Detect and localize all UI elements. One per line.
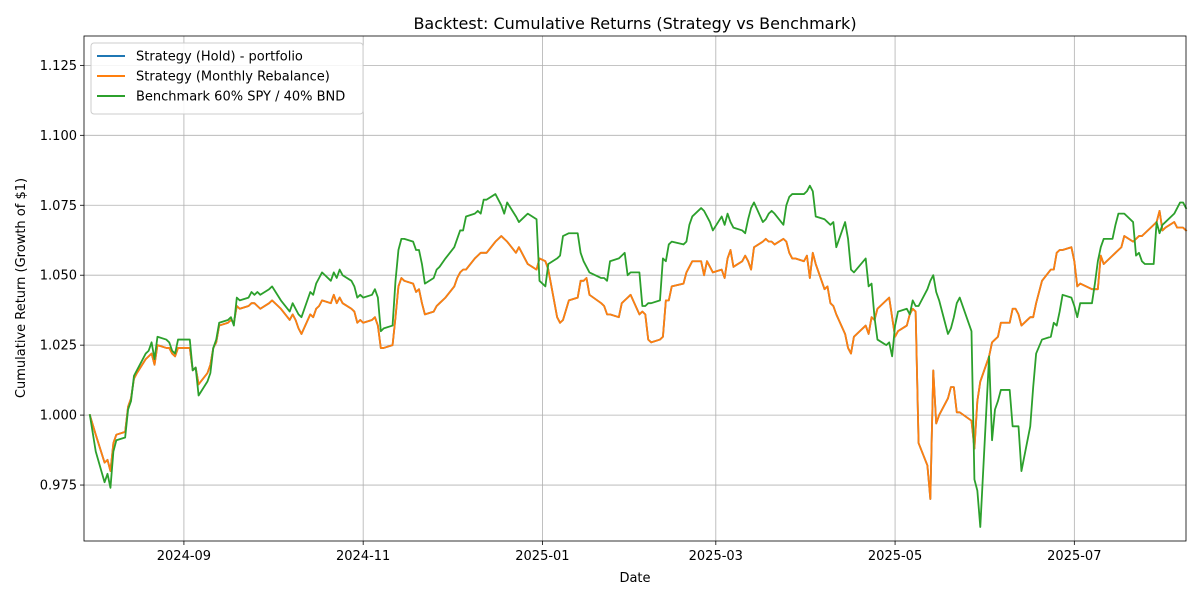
x-tick-label: 2025-07: [1047, 549, 1101, 564]
x-tick-label: 2025-01: [515, 549, 569, 564]
legend-label-2: Benchmark 60% SPY / 40% BND: [136, 90, 345, 105]
x-tick-label: 2025-03: [689, 549, 743, 564]
series-lines: [88, 184, 1188, 528]
x-tick-label: 2024-09: [157, 549, 211, 564]
x-tick-label: 2025-05: [868, 549, 922, 564]
y-tick-label: 1.025: [40, 339, 77, 354]
plot-area: [84, 36, 1186, 541]
y-axis-label: Cumulative Return (Growth of $1): [14, 178, 29, 398]
y-tick-label: 1.050: [40, 269, 77, 284]
y-tick-label: 1.075: [40, 199, 77, 214]
chart-title: Backtest: Cumulative Returns (Strategy v…: [413, 14, 856, 33]
y-tick-label: 1.125: [40, 59, 77, 74]
series-line-1: [88, 209, 1188, 500]
legend-box: [90, 42, 364, 115]
legend-label-1: Strategy (Monthly Rebalance): [136, 70, 330, 85]
y-tick-label: 1.100: [40, 129, 77, 144]
y-axis-ticks: 0.975 1.000 1.025 1.050 1.075 1.100 1.125: [40, 59, 84, 494]
legend-label-0: Strategy (Hold) - portfolio: [136, 50, 303, 65]
x-tick-label: 2024-11: [336, 549, 390, 564]
y-tick-label: 0.975: [40, 479, 77, 494]
x-axis-label: Date: [619, 571, 650, 586]
series-line-2: [88, 184, 1188, 528]
plot-frame: [83, 35, 1187, 542]
legend: Strategy (Hold) - portfolio Strategy (Mon…: [90, 42, 364, 115]
x-axis-ticks: 2024-09 2024-11 2025-01 2025-03 2025-05 2025-…: [157, 541, 1101, 564]
y-tick-label: 1.000: [40, 409, 77, 424]
